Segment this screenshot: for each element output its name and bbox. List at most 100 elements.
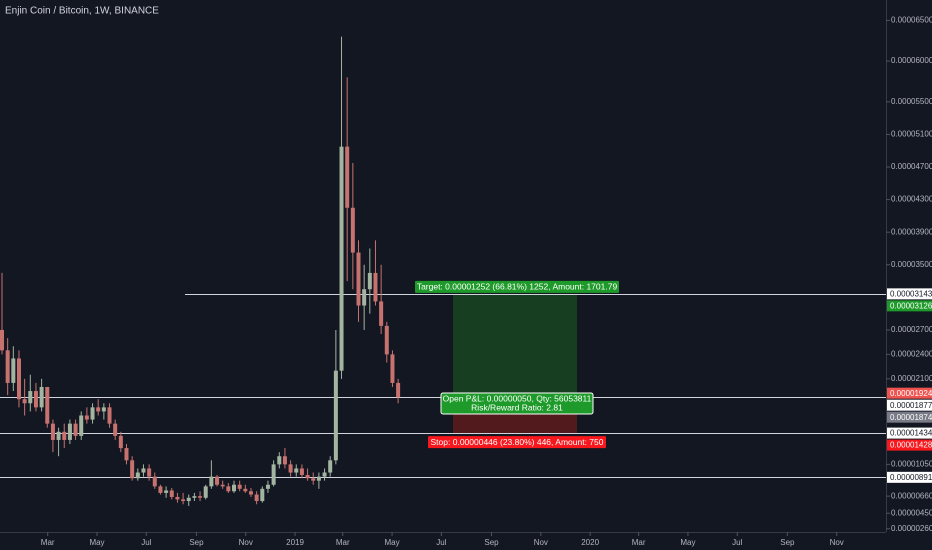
candle-body xyxy=(277,456,282,465)
target-label-box xyxy=(415,280,619,293)
candle-body xyxy=(265,484,270,489)
price-tag: 0.00001434 xyxy=(890,429,932,438)
price-tag: 0.00001924 xyxy=(890,389,932,398)
y-tick-label: 0.00000450 xyxy=(891,508,932,517)
candle-body xyxy=(56,431,61,440)
price-tag: 0.00001428 xyxy=(890,441,932,450)
candle-body xyxy=(147,468,152,477)
candle-body xyxy=(113,423,118,436)
candle-body xyxy=(118,435,123,449)
candle-body xyxy=(299,468,304,475)
price-tag-box xyxy=(887,387,932,399)
candle-body xyxy=(254,494,259,502)
y-tick-label: 0.00000260 xyxy=(891,524,932,533)
candle-body xyxy=(333,370,338,461)
candle-body xyxy=(50,423,55,440)
x-tick-label: Jul xyxy=(436,538,446,547)
candle-body xyxy=(345,146,350,208)
candle-body xyxy=(152,476,157,487)
candle-body xyxy=(39,386,44,408)
x-tick-label: Mar xyxy=(336,538,350,547)
candle-body xyxy=(192,496,197,498)
candle-body xyxy=(158,486,163,493)
candle-body xyxy=(96,407,101,412)
candle-body xyxy=(33,391,38,408)
candle-body xyxy=(356,252,361,306)
candle-body xyxy=(305,474,310,479)
y-tick-label: 0.00002100 xyxy=(891,374,932,383)
y-tick-label: 0.00005500 xyxy=(891,97,932,106)
price-tag-box xyxy=(887,427,932,439)
candle-body xyxy=(350,207,355,253)
candle-body xyxy=(316,476,321,481)
x-tick-label: Nov xyxy=(534,538,548,547)
x-tick-label: Mar xyxy=(41,538,55,547)
candle-body xyxy=(373,272,378,302)
candle-body xyxy=(5,350,10,383)
candle-body xyxy=(175,496,180,500)
x-tick-label: Nov xyxy=(830,538,844,547)
candle-body xyxy=(22,399,27,404)
candle-body xyxy=(130,460,135,479)
candle-body xyxy=(215,476,220,485)
price-tag: 0.00000891 xyxy=(890,473,932,482)
candle-body xyxy=(107,407,112,424)
x-tick-label: Mar xyxy=(632,538,646,547)
candle-body xyxy=(186,497,191,502)
price-tag: 0.00003143 xyxy=(890,289,932,298)
price-tag-box xyxy=(887,300,932,312)
candle-body xyxy=(124,448,129,461)
candle-body xyxy=(164,490,169,493)
candle-body xyxy=(339,146,344,371)
y-tick-label: 0.00006500 xyxy=(891,15,932,24)
y-tick-label: 0.00004300 xyxy=(891,195,932,204)
candle-body xyxy=(11,358,16,383)
candle-body xyxy=(79,415,84,436)
x-tick-label: Jul xyxy=(141,538,151,547)
pnl-box xyxy=(440,392,594,415)
price-tag: 0.00001877 xyxy=(890,401,932,410)
x-tick-label: Sep xyxy=(780,538,795,547)
candle-body xyxy=(260,488,265,502)
candle-body xyxy=(362,289,367,306)
candle-body xyxy=(90,407,95,420)
candle-body xyxy=(73,423,78,436)
x-tick-label: 2020 xyxy=(581,538,599,547)
x-tick-label: Sep xyxy=(484,538,499,547)
candle-body xyxy=(45,386,50,424)
stop-label-box xyxy=(428,436,606,449)
plot: 0.00006500 0.00006000 0.00005500 0.00005100… xyxy=(0,15,932,547)
y-tick-label: 0.00002400 xyxy=(891,350,932,359)
y-tick-label: 0.00004700 xyxy=(891,162,932,171)
candle-body xyxy=(237,484,242,489)
candle-body xyxy=(226,486,231,492)
candle-body xyxy=(67,423,72,440)
x-tick-label: May xyxy=(385,538,400,547)
candle-body xyxy=(203,486,208,498)
y-tick-label: 0.00006000 xyxy=(891,56,932,65)
candle-body xyxy=(16,358,21,400)
candle-body xyxy=(84,415,89,420)
y-tick-label: 0.00001050 xyxy=(891,459,932,468)
candle-body xyxy=(62,431,67,440)
price-tag-box xyxy=(887,439,932,451)
y-tick-label: 0.00000660 xyxy=(891,491,932,500)
candle-body xyxy=(396,382,401,398)
x-tick-label: May xyxy=(89,538,104,547)
candle-body xyxy=(294,468,299,473)
candle-body xyxy=(198,496,203,498)
candle-body xyxy=(328,460,333,473)
candle-body xyxy=(248,491,253,495)
rr-label: Risk/Reward Ratio: 2.81 xyxy=(471,402,563,412)
price-tag-box xyxy=(887,471,932,483)
candle-body xyxy=(288,464,293,473)
candle-body xyxy=(141,468,146,473)
price-tag-box xyxy=(887,411,932,423)
x-tick-label: May xyxy=(680,538,695,547)
candle-body xyxy=(169,490,174,497)
candle-body xyxy=(367,272,372,290)
candle-body xyxy=(379,301,384,326)
